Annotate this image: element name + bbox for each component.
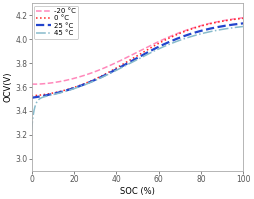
0 °C [52, 92, 55, 94]
Line: 0 °C: 0 °C [31, 18, 243, 96]
25 °C [123, 64, 126, 66]
0 °C [199, 25, 202, 27]
45 °C [52, 94, 55, 96]
-20 °C [116, 61, 119, 63]
0 °C [123, 62, 126, 64]
-20 °C [176, 32, 179, 35]
-20 °C [52, 81, 55, 84]
25 °C [116, 68, 119, 70]
25 °C [242, 22, 245, 24]
0 °C [195, 26, 198, 28]
25 °C [195, 31, 198, 33]
25 °C [30, 97, 33, 99]
45 °C [116, 69, 119, 71]
0 °C [116, 66, 119, 69]
45 °C [195, 34, 198, 36]
Legend: -20 °C, 0 °C, 25 °C, 45 °C: -20 °C, 0 °C, 25 °C, 45 °C [34, 6, 78, 39]
45 °C [30, 130, 33, 132]
Line: 25 °C: 25 °C [31, 23, 243, 98]
Line: -20 °C: -20 °C [31, 18, 243, 84]
Line: 45 °C: 45 °C [31, 26, 243, 131]
0 °C [30, 95, 33, 97]
0 °C [242, 17, 245, 20]
45 °C [123, 65, 126, 67]
25 °C [199, 30, 202, 32]
-20 °C [123, 57, 126, 60]
-20 °C [33, 83, 36, 85]
25 °C [52, 93, 55, 95]
X-axis label: SOC (%): SOC (%) [120, 186, 155, 196]
0 °C [176, 33, 179, 36]
-20 °C [30, 83, 33, 85]
45 °C [176, 40, 179, 43]
Y-axis label: OCV(V): OCV(V) [4, 72, 12, 102]
-20 °C [242, 17, 245, 19]
25 °C [176, 38, 179, 40]
-20 °C [199, 24, 202, 27]
-20 °C [195, 26, 198, 28]
45 °C [199, 33, 202, 35]
45 °C [242, 25, 245, 28]
